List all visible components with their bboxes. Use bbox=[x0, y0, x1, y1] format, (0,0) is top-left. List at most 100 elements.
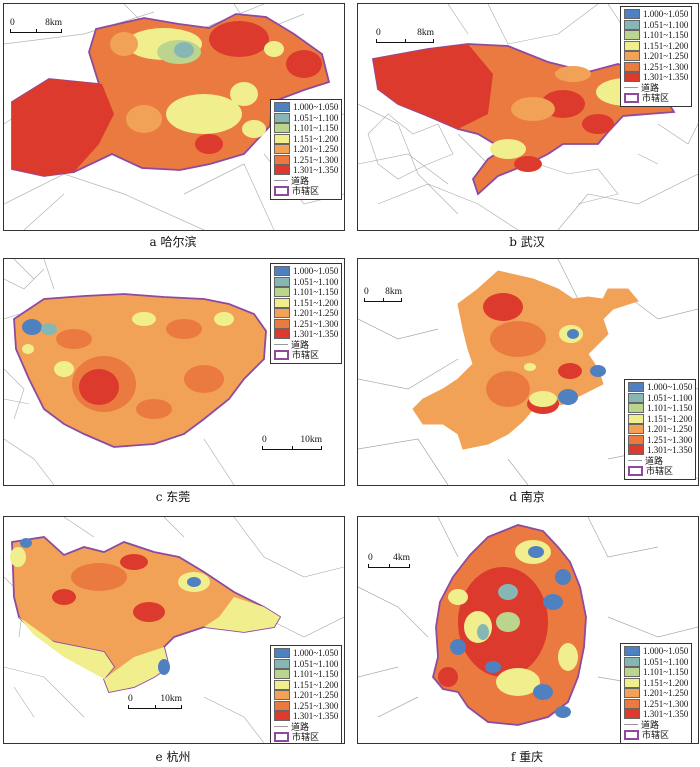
legend-label: 1.051~1.100 bbox=[293, 658, 339, 669]
legend-swatch bbox=[624, 51, 640, 62]
legend-label: 1.201~1.250 bbox=[643, 51, 689, 61]
legend-swatch bbox=[628, 403, 644, 414]
legend-label: 1.000~1.050 bbox=[293, 102, 339, 112]
legend-swatch bbox=[628, 382, 644, 393]
scale-end: 10km bbox=[160, 694, 182, 704]
legend-item: 1.201~1.250 bbox=[624, 51, 688, 62]
legend-swatch bbox=[624, 656, 640, 667]
legend-road: 道路 bbox=[628, 456, 692, 467]
legend-swatch bbox=[624, 667, 640, 678]
legend-label: 1.051~1.100 bbox=[647, 392, 693, 403]
legend-swatch bbox=[274, 669, 290, 680]
density-patches bbox=[10, 538, 280, 692]
legend-item: 1.201~1.250 bbox=[274, 308, 338, 319]
legend-label: 1.101~1.150 bbox=[293, 123, 339, 133]
legend-item: 1.201~1.250 bbox=[274, 144, 338, 155]
scale-bar: 0 10km bbox=[128, 694, 182, 709]
legend: 1.000~1.050 1.051~1.100 1.101~1.150 1.151~1… bbox=[270, 645, 343, 743]
scale-bar: 0 10km bbox=[262, 435, 322, 450]
legend-swatch bbox=[274, 658, 290, 669]
legend-swatch bbox=[274, 690, 290, 701]
legend-label: 1.151~1.200 bbox=[643, 40, 689, 51]
legend-item: 1.101~1.150 bbox=[624, 30, 688, 41]
legend-swatch bbox=[624, 646, 640, 657]
district-box-icon bbox=[628, 466, 643, 477]
legend-item: 1.301~1.350 bbox=[624, 709, 688, 720]
legend-road-label: 道路 bbox=[291, 175, 310, 186]
legend-label: 1.251~1.300 bbox=[643, 61, 689, 72]
legend-item: 1.301~1.350 bbox=[274, 329, 338, 340]
legend-label: 1.201~1.250 bbox=[643, 688, 689, 698]
legend-swatch bbox=[274, 648, 290, 659]
legend-swatch bbox=[624, 677, 640, 688]
caption-f: f 重庆 bbox=[510, 750, 544, 764]
legend-item: 1.101~1.150 bbox=[274, 669, 338, 680]
legend-road-label: 道路 bbox=[291, 721, 310, 732]
legend-label: 1.301~1.350 bbox=[293, 165, 339, 175]
scale-start: 0 bbox=[10, 18, 15, 28]
panel-f-chongqing: 0 4km 1.000~1.050 1.051~1.100 1.101~1.150 1.… bbox=[357, 516, 699, 744]
legend-item: 1.051~1.100 bbox=[274, 659, 338, 670]
map-harbin bbox=[4, 4, 344, 230]
legend-road: 道路 bbox=[624, 720, 688, 731]
legend: 1.000~1.050 1.051~1.100 1.101~1.150 1.151~1… bbox=[620, 643, 693, 743]
district-box-icon bbox=[624, 93, 639, 104]
legend-item: 1.000~1.050 bbox=[274, 266, 338, 277]
caption-b: b 武汉 bbox=[509, 235, 545, 249]
legend-item: 1.000~1.050 bbox=[624, 9, 688, 20]
legend-item: 1.301~1.350 bbox=[274, 711, 338, 722]
scale-end: 8km bbox=[385, 287, 402, 297]
legend-item: 1.251~1.300 bbox=[274, 319, 338, 330]
legend-label: 1.301~1.350 bbox=[643, 709, 689, 719]
legend: 1.000~1.050 1.051~1.100 1.101~1.150 1.151~1… bbox=[270, 99, 343, 200]
legend-label: 1.051~1.100 bbox=[643, 19, 689, 30]
legend-item: 1.051~1.100 bbox=[624, 657, 688, 668]
caption-a: a 哈尔滨 bbox=[149, 235, 197, 249]
map-nanjing bbox=[358, 259, 698, 485]
legend-swatch bbox=[274, 287, 290, 298]
legend-road-label: 道路 bbox=[641, 82, 660, 93]
legend-swatch bbox=[274, 700, 290, 711]
legend-swatch bbox=[274, 308, 290, 319]
legend-road-label: 道路 bbox=[291, 339, 310, 350]
legend-road: 道路 bbox=[274, 340, 338, 351]
density-patches bbox=[483, 293, 606, 414]
legend-swatch bbox=[624, 40, 640, 51]
scale-bar: 0 8km bbox=[10, 18, 62, 33]
legend-item: 1.201~1.250 bbox=[628, 424, 692, 435]
legend-swatch bbox=[274, 133, 290, 144]
panel-c-dongguan: 1.000~1.050 1.051~1.100 1.101~1.150 1.151~1… bbox=[3, 258, 345, 486]
scale-end: 8km bbox=[45, 18, 62, 28]
legend-swatch bbox=[274, 154, 290, 165]
scale-start: 0 bbox=[364, 287, 369, 297]
legend-swatch bbox=[628, 445, 644, 456]
legend-label: 1.301~1.350 bbox=[647, 445, 693, 455]
legend-item: 1.251~1.300 bbox=[274, 155, 338, 166]
map-hangzhou bbox=[4, 517, 344, 743]
scale-bar: 0 4km bbox=[368, 553, 410, 568]
scale-start: 0 bbox=[128, 694, 133, 704]
legend-item: 1.101~1.150 bbox=[624, 667, 688, 678]
legend-swatch bbox=[274, 679, 290, 690]
legend-swatch bbox=[274, 112, 290, 123]
panel-d-nanjing: 0 8km 1.000~1.050 1.051~1.100 1.101~1.150 1.… bbox=[357, 258, 699, 486]
legend-item: 1.251~1.300 bbox=[624, 699, 688, 710]
legend-item: 1.251~1.300 bbox=[628, 435, 692, 446]
legend-swatch bbox=[274, 102, 290, 113]
legend-item: 1.201~1.250 bbox=[624, 688, 688, 699]
legend-swatch bbox=[624, 61, 640, 72]
legend-swatch bbox=[624, 9, 640, 20]
legend-label: 1.251~1.300 bbox=[293, 700, 339, 711]
scale-start: 0 bbox=[368, 553, 373, 563]
road-line-icon bbox=[274, 726, 288, 728]
legend-district-label: 市辖区 bbox=[292, 186, 320, 196]
legend-swatch bbox=[624, 19, 640, 30]
legend-item: 1.301~1.350 bbox=[624, 72, 688, 83]
panel-e-hangzhou: 1.000~1.050 1.051~1.100 1.101~1.150 1.151~1… bbox=[3, 516, 345, 744]
legend-district: 市辖区 bbox=[274, 350, 338, 361]
legend-item: 1.301~1.350 bbox=[274, 165, 338, 176]
legend-label: 1.301~1.350 bbox=[293, 329, 339, 339]
legend-label: 1.301~1.350 bbox=[293, 711, 339, 721]
legend-district-label: 市辖区 bbox=[292, 732, 320, 742]
legend-district-label: 市辖区 bbox=[642, 730, 670, 740]
